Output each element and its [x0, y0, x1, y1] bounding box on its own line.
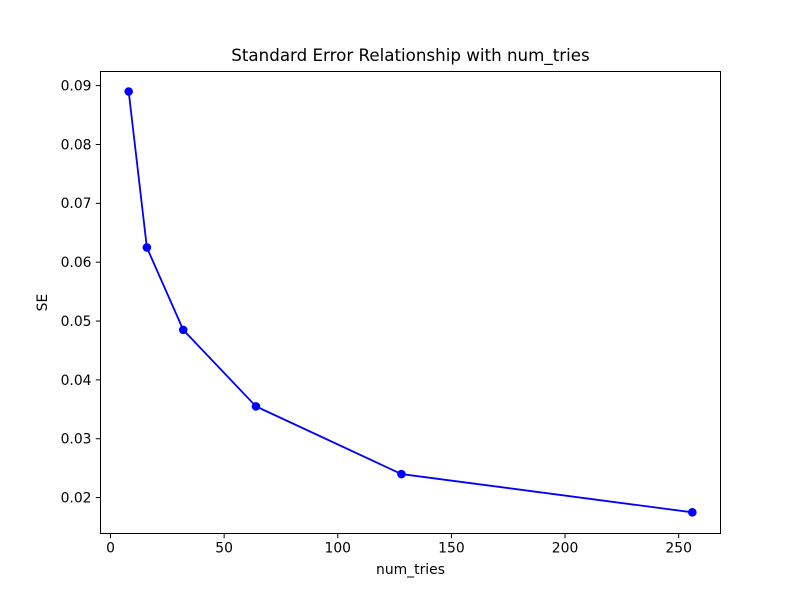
data-point-marker	[251, 402, 261, 411]
x-tick-label: 0	[106, 541, 115, 557]
x-tick-label: 100	[325, 541, 352, 557]
y-tick-label: 0.08	[61, 137, 92, 153]
plot-area: 0 50 100 150 200 250 0.02 0.03 0.04 0.05 0.06 0.07 0…	[61, 71, 721, 557]
chart-title: Standard Error Relationship with num_tri…	[231, 45, 589, 66]
x-axis-label: num_tries	[376, 562, 445, 578]
y-axis-label: SE	[35, 294, 51, 312]
data-point-marker	[688, 508, 697, 517]
y-tick-label: 0.04	[61, 373, 92, 389]
data-point-marker	[397, 469, 406, 479]
data-point-marker	[178, 325, 188, 335]
x-tick-label: 250	[665, 541, 692, 557]
y-tick-label: 0.09	[61, 79, 92, 95]
x-tick-label: 200	[552, 541, 579, 557]
x-tick-label: 50	[215, 541, 233, 557]
x-tick-label: 150	[438, 541, 465, 557]
data-point-marker	[124, 87, 133, 96]
plot-frame	[100, 71, 721, 534]
y-tick-label: 0.07	[61, 196, 92, 212]
data-point-marker	[142, 243, 152, 252]
y-tick-label: 0.06	[61, 255, 92, 271]
y-tick-label: 0.05	[61, 314, 92, 330]
series-line	[127, 90, 694, 514]
y-tick-label: 0.02	[61, 490, 92, 506]
y-tick-label: 0.03	[61, 432, 92, 448]
